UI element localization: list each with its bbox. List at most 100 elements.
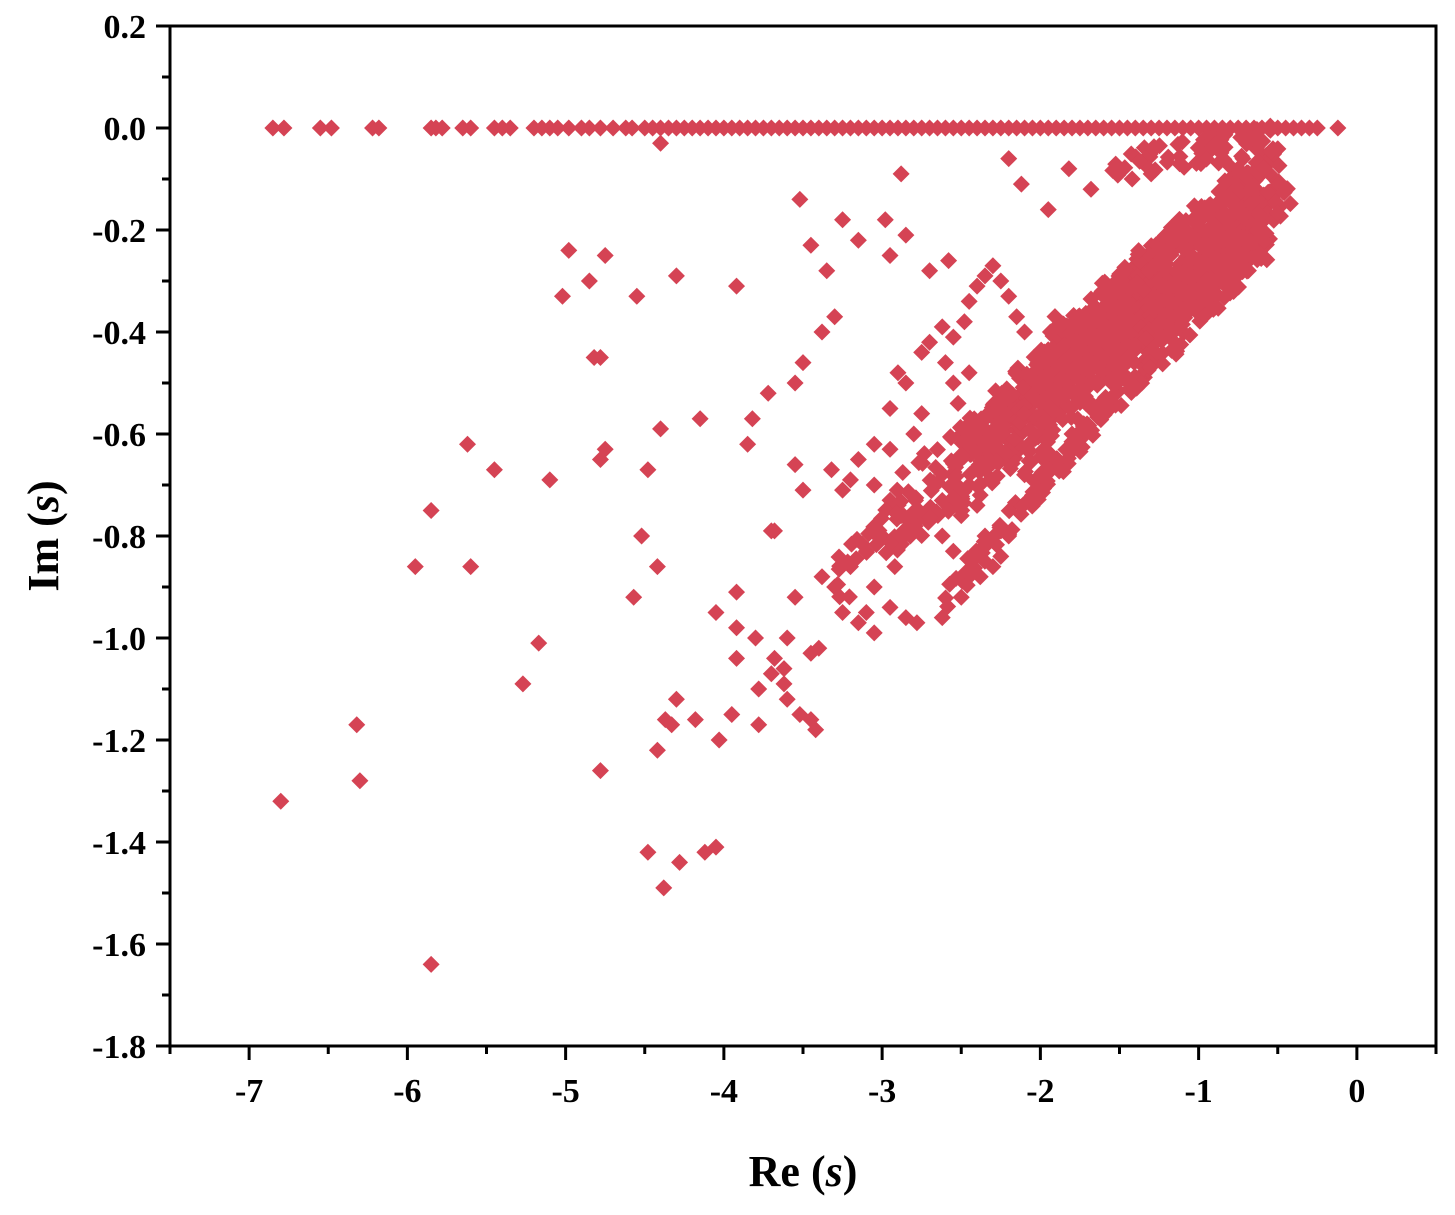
data-point — [881, 247, 899, 264]
data-point — [1000, 150, 1018, 168]
data-point — [881, 400, 899, 417]
data-point — [1041, 349, 1059, 367]
data-point — [596, 247, 614, 264]
y-axis-ticks: 0.2 0.0 -0.2 -0.4 -0.6 -0.8 -1.0 -1.2 -1.4 -1.6 -1… — [92, 9, 170, 1066]
data-point — [1261, 117, 1279, 135]
data-point — [941, 575, 959, 593]
data-point — [1039, 433, 1057, 451]
data-point — [944, 477, 962, 495]
data-point — [1278, 180, 1296, 198]
data-point — [728, 277, 746, 295]
data-point — [1146, 299, 1164, 317]
data-point — [1266, 193, 1284, 211]
data-point — [960, 292, 978, 310]
data-point — [881, 598, 899, 616]
data-point — [462, 119, 480, 137]
data-point — [1181, 326, 1199, 344]
data-point — [933, 318, 951, 336]
data-point — [406, 558, 424, 576]
data-point — [1231, 264, 1249, 282]
data-point — [867, 536, 885, 554]
data-point — [591, 762, 609, 780]
data-point — [849, 451, 867, 468]
data-point — [834, 481, 852, 499]
data-point — [907, 489, 925, 507]
data-point — [639, 461, 657, 479]
data-point — [802, 236, 820, 254]
data-point — [1110, 373, 1128, 391]
x-tick-label: 0 — [1348, 1073, 1365, 1110]
data-point — [928, 441, 946, 459]
data-point — [955, 313, 973, 331]
data-point — [625, 588, 643, 606]
data-point — [580, 272, 598, 290]
data-point — [944, 374, 962, 392]
data-point — [882, 534, 900, 552]
data-point — [1060, 160, 1078, 178]
data-point — [857, 604, 875, 621]
data-point — [1329, 119, 1347, 137]
data-point — [1204, 138, 1222, 156]
data-point — [514, 675, 532, 693]
data-point — [1007, 365, 1025, 383]
data-point — [1082, 290, 1100, 308]
data-point — [1000, 287, 1018, 305]
data-point — [1185, 248, 1203, 266]
data-point — [786, 374, 804, 392]
y-tick-label: -1.2 — [92, 723, 146, 760]
data-point — [960, 364, 978, 382]
data-point — [648, 741, 666, 759]
data-point — [843, 535, 861, 553]
data-point — [1054, 357, 1072, 375]
data-point — [1156, 259, 1174, 277]
data-point — [1252, 228, 1270, 246]
data-point — [912, 508, 930, 526]
data-point — [1281, 195, 1299, 213]
data-point — [648, 558, 666, 576]
data-point — [1255, 159, 1273, 177]
data-point — [1153, 277, 1171, 295]
data-point — [1104, 387, 1122, 405]
data-point — [1022, 386, 1040, 404]
data-point — [604, 119, 622, 137]
data-point — [834, 604, 852, 621]
data-point — [728, 619, 746, 637]
data-point — [1232, 168, 1250, 186]
data-point — [591, 349, 609, 366]
data-point — [807, 721, 825, 739]
data-point — [1008, 308, 1026, 326]
data-point — [1242, 179, 1260, 197]
x-axis-ticks: -7 -6 -5 -4 -3 -2 -1 0 — [168, 1046, 1438, 1110]
data-point — [1014, 378, 1032, 396]
data-points — [264, 117, 1347, 973]
data-point — [1042, 400, 1060, 418]
data-point — [1172, 335, 1190, 353]
data-point — [1016, 323, 1034, 341]
data-point — [834, 211, 852, 229]
data-point — [889, 364, 907, 382]
data-point — [370, 119, 388, 137]
data-point — [311, 119, 329, 137]
data-point — [1051, 388, 1069, 406]
data-point — [952, 588, 970, 606]
data-point — [652, 134, 670, 152]
data-point — [990, 398, 1008, 416]
data-point — [1270, 157, 1288, 175]
data-point — [1216, 126, 1234, 144]
data-point — [865, 435, 883, 453]
data-point — [986, 436, 1004, 454]
data-point — [1210, 192, 1228, 210]
data-point — [1169, 135, 1187, 153]
data-point — [750, 716, 768, 734]
data-point — [865, 476, 883, 494]
data-point — [894, 464, 912, 482]
y-tick-label: -1.0 — [92, 621, 146, 658]
data-point — [739, 435, 757, 453]
data-point — [1233, 147, 1251, 165]
data-point — [831, 588, 849, 606]
data-point — [560, 119, 578, 137]
data-point — [264, 119, 282, 137]
data-point — [908, 614, 926, 632]
data-point — [1082, 180, 1100, 198]
